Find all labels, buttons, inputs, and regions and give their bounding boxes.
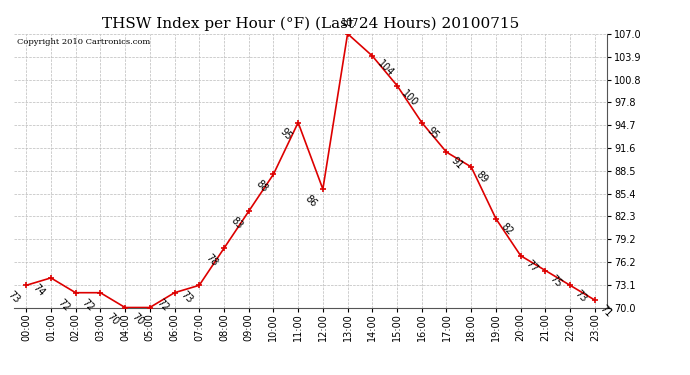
Text: 86: 86 <box>303 193 319 209</box>
Text: 83: 83 <box>229 216 244 231</box>
Text: 73: 73 <box>573 288 589 304</box>
Text: 88: 88 <box>253 178 269 194</box>
Text: 73: 73 <box>179 290 195 305</box>
Text: 72: 72 <box>155 297 170 313</box>
Text: 78: 78 <box>204 252 220 268</box>
Text: 95: 95 <box>278 127 294 142</box>
Text: 82: 82 <box>499 222 515 237</box>
Title: THSW Index per Hour (°F) (Last 24 Hours) 20100715: THSW Index per Hour (°F) (Last 24 Hours)… <box>102 17 519 31</box>
Text: 73: 73 <box>6 290 22 305</box>
Text: 77: 77 <box>524 258 540 274</box>
Text: 100: 100 <box>400 88 420 108</box>
Text: Copyright 2010 Cartronics.com: Copyright 2010 Cartronics.com <box>17 38 150 46</box>
Text: 74: 74 <box>31 282 47 298</box>
Text: 72: 72 <box>80 297 96 313</box>
Text: 71: 71 <box>598 303 613 319</box>
Text: 91: 91 <box>449 155 465 171</box>
Text: 107: 107 <box>341 18 359 28</box>
Text: 70: 70 <box>105 312 121 327</box>
Text: 104: 104 <box>375 59 395 79</box>
Text: 70: 70 <box>130 312 146 327</box>
Text: 89: 89 <box>474 170 490 185</box>
Text: 95: 95 <box>424 125 440 141</box>
Text: 72: 72 <box>55 297 72 313</box>
Text: 75: 75 <box>548 273 564 289</box>
